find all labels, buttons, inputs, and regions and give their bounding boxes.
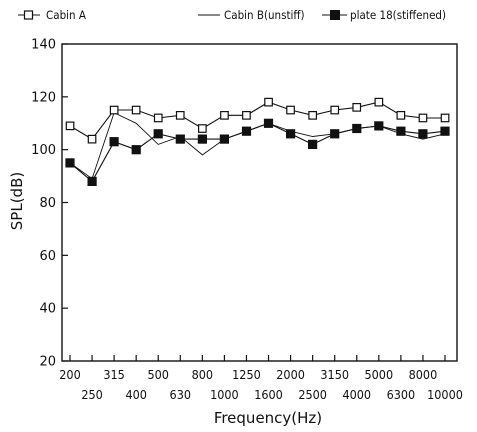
data-point	[286, 105, 295, 115]
x-tick-label: 1250	[232, 367, 261, 382]
y-tick-label: 40	[39, 302, 56, 317]
series-layer	[65, 97, 450, 186]
data-point	[308, 139, 318, 149]
legend-label-cabin-a: Cabin A	[46, 8, 86, 22]
data-point	[241, 126, 252, 136]
y-axis-title: SPL(dB)	[8, 172, 26, 230]
data-point	[242, 110, 251, 120]
data-point	[264, 97, 273, 107]
data-point	[131, 145, 141, 155]
y-axis: 20 40 60 80 100 120 140	[31, 38, 68, 370]
x-tick-label: 5000	[365, 367, 394, 382]
legend: Cabin A Cabin B(unstiff) plate 18(stiffe…	[18, 8, 446, 22]
legend-label-cabin-b: Cabin B(unstiff)	[224, 8, 305, 22]
data-point	[418, 113, 428, 123]
y-tick-label: 140	[31, 38, 56, 53]
data-point	[87, 176, 97, 186]
data-point	[197, 134, 207, 144]
data-point	[418, 129, 428, 139]
legend-item-cabin-b: Cabin B(unstiff)	[198, 8, 305, 22]
x-tick-label: 250	[81, 387, 102, 402]
data-point	[330, 105, 340, 115]
data-point	[440, 126, 450, 136]
data-point	[175, 110, 185, 120]
y-tick-label: 60	[39, 249, 56, 264]
data-point	[396, 126, 406, 136]
x-axis-title: Frequency(Hz)	[214, 409, 322, 427]
plot-frame	[61, 43, 458, 362]
y-tick-label: 120	[31, 90, 56, 105]
data-point	[175, 134, 185, 144]
data-point	[109, 105, 119, 115]
x-tick-label: 1000	[210, 387, 239, 402]
y-tick-label: 20	[39, 355, 56, 370]
legend-item-cabin-a: Cabin A	[18, 8, 86, 22]
x-tick-label: 200	[59, 367, 80, 382]
x-tick-label: 10000	[427, 387, 463, 402]
data-point	[308, 110, 317, 120]
data-point	[153, 113, 163, 123]
x-tick-label: 315	[103, 367, 124, 382]
data-point	[374, 97, 384, 107]
y-tick-label: 100	[31, 143, 56, 158]
data-point	[220, 110, 229, 120]
x-tick-label: 2500	[298, 387, 327, 402]
data-point	[65, 121, 75, 131]
series-cabin-a	[65, 97, 450, 144]
x-tick-label: 3150	[320, 367, 349, 382]
legend-item-plate-18: plate 18(stiffened)	[322, 8, 446, 22]
data-point	[87, 134, 97, 144]
data-point	[109, 137, 119, 147]
data-point	[330, 129, 340, 139]
x-tick-label: 8000	[409, 367, 438, 382]
y-tick-label: 80	[39, 196, 56, 211]
data-point	[374, 121, 384, 131]
data-point	[219, 134, 229, 144]
data-point	[352, 102, 362, 112]
series-plate-18-stiffened	[65, 118, 450, 186]
data-point	[263, 118, 274, 128]
legend-label-plate-18: plate 18(stiffened)	[350, 8, 446, 22]
x-tick-label: 2000	[276, 367, 305, 382]
x-tick-label: 1600	[254, 387, 283, 402]
data-point	[153, 129, 163, 139]
data-point	[396, 110, 406, 120]
x-tick-label: 630	[170, 387, 191, 402]
data-point	[286, 129, 296, 139]
x-tick-label: 4000	[342, 387, 371, 402]
series-line	[69, 101, 445, 140]
data-point	[131, 105, 141, 115]
data-point	[440, 113, 450, 123]
x-tick-label: 6300	[387, 387, 416, 402]
data-point	[198, 124, 207, 133]
x-tick-label: 400	[125, 387, 146, 402]
x-tick-label: 500	[148, 367, 169, 382]
series-line	[69, 122, 446, 183]
data-point	[65, 158, 75, 168]
data-point	[352, 123, 362, 134]
x-tick-label: 800	[192, 367, 213, 382]
